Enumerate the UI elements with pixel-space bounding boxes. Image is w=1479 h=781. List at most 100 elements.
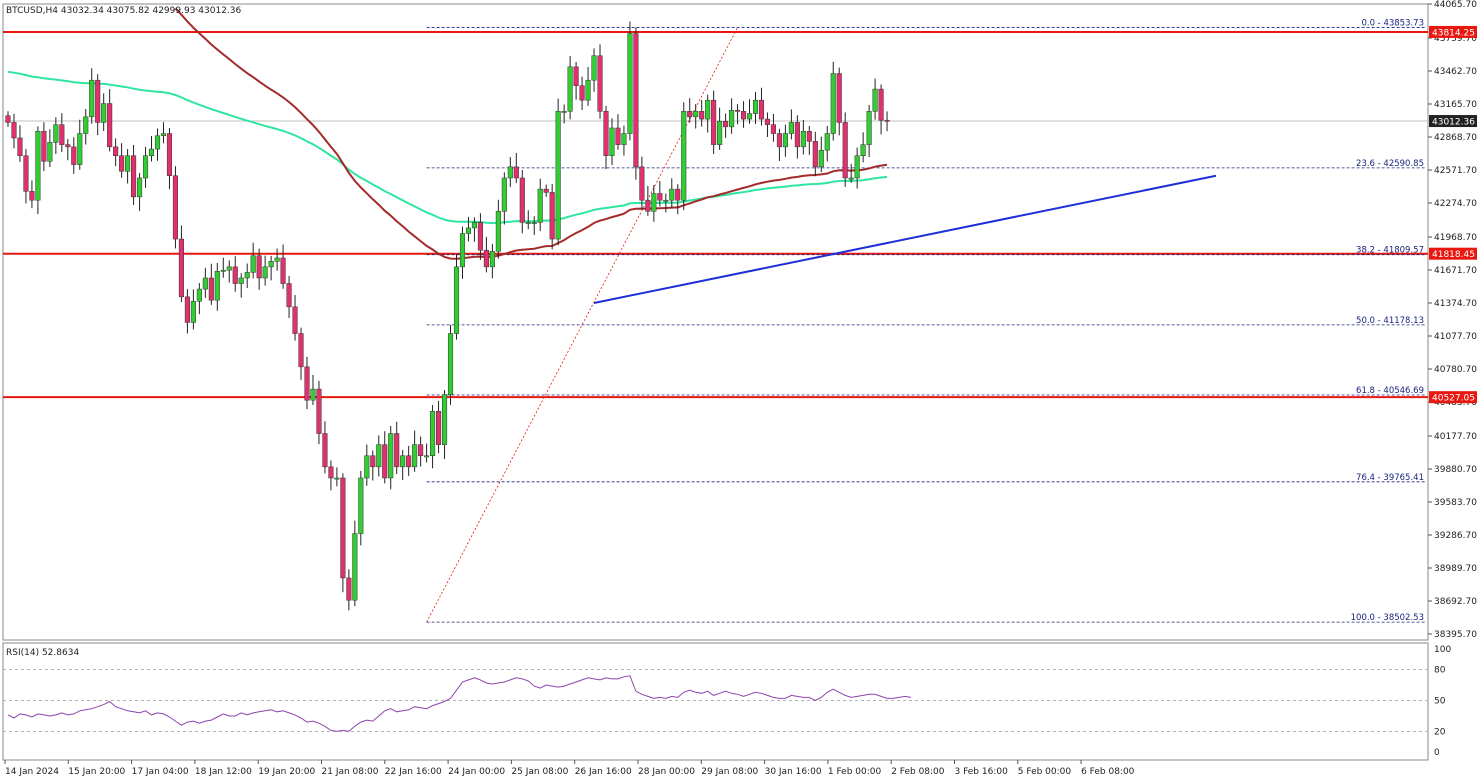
candle-body — [376, 444, 382, 468]
candle-body — [59, 124, 65, 145]
candle-body — [854, 155, 860, 179]
candle-body — [621, 133, 627, 145]
candle-body — [370, 455, 376, 468]
price-axis: 44065.70 43759.70 43462.70 43165.70 42868.70… — [1428, 0, 1477, 640]
candle-body — [208, 277, 214, 301]
candle-body — [723, 121, 729, 128]
candle-body — [782, 133, 788, 148]
support-trendline[interactable] — [593, 174, 1217, 304]
time-axis: 14 Jan 2024 15 Jan 20:00 17 Jan 04:00 18 Ja… — [4, 760, 1135, 777]
candle-body — [382, 444, 388, 479]
candle-body — [525, 222, 531, 224]
candle-body — [47, 142, 53, 162]
ma-slow-line — [174, 7, 888, 260]
time-tick-label: 21 Jan 08:00 — [322, 767, 379, 777]
fibonacci-retracement[interactable]: 0.0 - 43853.73 23.6 - 42590.85 38.2 - 4180… — [426, 19, 1426, 624]
candle-body — [878, 88, 884, 121]
candle-body — [848, 177, 854, 180]
time-tick-label: 15 Jan 20:00 — [68, 767, 125, 777]
candle-body — [687, 111, 693, 118]
price-tick-label: 41374.70 — [1434, 299, 1477, 309]
candle-body — [860, 144, 866, 156]
candle-body — [53, 124, 59, 143]
main-panel — [2, 3, 1429, 761]
trendlines[interactable] — [593, 174, 1217, 304]
candle-body — [489, 251, 495, 268]
candle-body — [627, 33, 633, 134]
candle-body — [220, 269, 226, 272]
candle-body — [41, 131, 47, 162]
candle-body — [866, 111, 872, 145]
fib-level-label: 0.0 - 43853.73 — [1361, 19, 1424, 29]
candle-body — [71, 146, 77, 165]
candle-body — [501, 177, 507, 212]
candle-body — [555, 111, 561, 240]
fib-level-label: 23.6 - 42590.85 — [1356, 159, 1424, 169]
price-tick-label: 38395.70 — [1434, 630, 1477, 640]
candle-body — [202, 277, 208, 290]
fib-level-label: 50.0 - 41178.13 — [1356, 316, 1424, 326]
candle-body — [794, 122, 800, 148]
time-tick-label: 19 Jan 20:00 — [258, 767, 315, 777]
candle-body — [459, 233, 466, 268]
candle-body — [591, 55, 597, 81]
current-price-tag — [1429, 115, 1477, 128]
rsi-tick-label: 20 — [1434, 727, 1446, 737]
candle-body — [447, 333, 454, 395]
candle-body — [172, 175, 178, 240]
candle-body — [717, 121, 723, 145]
candle-body — [166, 133, 173, 176]
fib-level-label: 76.4 - 39765.41 — [1356, 473, 1424, 483]
candle-body — [119, 155, 125, 172]
main-plot-frame — [2, 3, 1429, 641]
candle-body — [675, 188, 681, 201]
rsi-tick-label: 80 — [1434, 666, 1446, 676]
level-price-tag-label: 41818.45 — [1432, 250, 1475, 260]
candle-body — [436, 411, 442, 445]
candle-body — [800, 131, 806, 148]
candle-body — [316, 388, 322, 434]
candle-body — [746, 113, 753, 120]
candle-body — [346, 577, 352, 601]
price-tick-label: 43165.70 — [1434, 100, 1477, 110]
rsi-tick-label: 50 — [1434, 697, 1446, 707]
candle-body — [292, 306, 298, 334]
candle-body — [184, 296, 190, 323]
candle-body — [35, 131, 41, 201]
candle-body — [441, 394, 448, 445]
candle-body — [740, 111, 747, 120]
time-tick-label: 5 Feb 00:00 — [1018, 767, 1072, 777]
current-price-tag-label: 43012.36 — [1432, 118, 1475, 128]
candle-body — [842, 122, 848, 179]
candle-body — [830, 73, 836, 134]
candle-body — [226, 266, 232, 271]
candle-body — [95, 79, 101, 123]
candle-body — [244, 272, 250, 279]
price-tick-label: 42571.70 — [1434, 166, 1477, 176]
candle-body — [561, 111, 567, 113]
candle-body — [495, 211, 501, 252]
candle-body — [364, 455, 370, 479]
candle-body — [232, 266, 238, 284]
candle-body — [262, 266, 268, 279]
price-tick-label: 39880.70 — [1434, 465, 1477, 475]
symbol-header: BTCUSD,H4 43032.34 43075.82 42999.93 430… — [6, 6, 242, 16]
candle-body — [615, 127, 621, 145]
candle-body — [699, 111, 705, 120]
candle-body — [214, 271, 220, 301]
candle-body — [142, 155, 149, 179]
price-tick-label: 38989.70 — [1434, 564, 1477, 574]
time-tick-label: 24 Jan 00:00 — [448, 767, 505, 777]
candle-body — [651, 193, 657, 212]
candle-body — [764, 118, 771, 125]
candle-body — [160, 133, 167, 136]
candle-body — [23, 155, 29, 192]
candle-body — [238, 277, 244, 284]
candle-body — [824, 133, 830, 151]
time-tick-label: 6 Feb 08:00 — [1081, 767, 1135, 777]
time-tick-label: 17 Jan 04:00 — [132, 767, 189, 777]
candle-body — [639, 166, 645, 201]
candle-body — [477, 222, 483, 251]
moving-averages — [7, 7, 888, 260]
candle-body — [358, 477, 364, 534]
